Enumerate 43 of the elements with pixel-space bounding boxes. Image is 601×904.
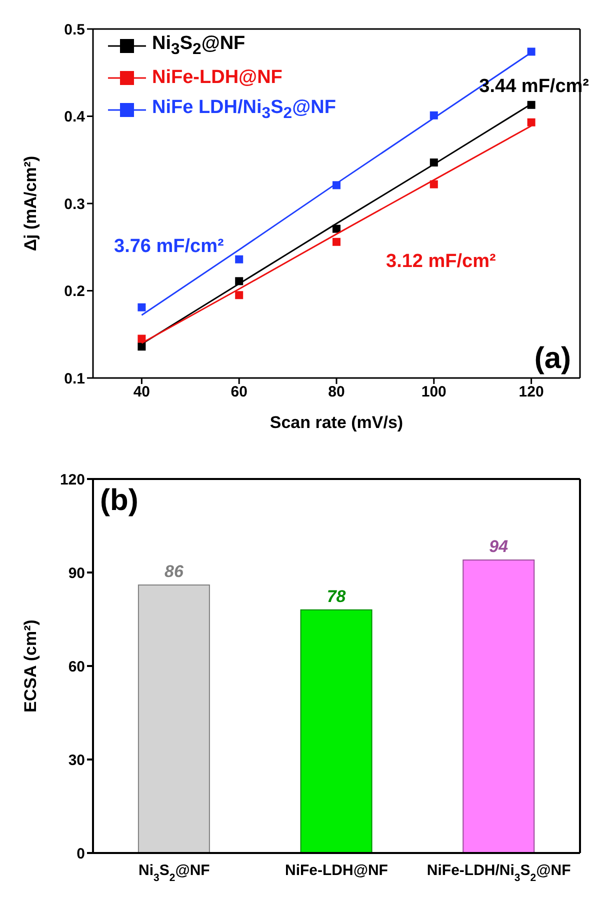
- point: [138, 342, 146, 351]
- y-tick-label: 0: [76, 845, 85, 862]
- x-tick-label: 80: [328, 384, 345, 401]
- point: [430, 180, 438, 188]
- annotation: (b): [100, 484, 138, 518]
- bar: [300, 609, 372, 853]
- point: [332, 238, 340, 246]
- point: [138, 334, 146, 343]
- legend-label: Ni$_{3}$S$_{2}$@NF: [152, 33, 246, 59]
- point: [235, 255, 244, 264]
- y-tick-label: 0.3: [64, 196, 85, 213]
- x-tick-label: 100: [421, 384, 446, 401]
- x-tick-label: 60: [230, 384, 248, 401]
- bar: [462, 560, 535, 853]
- point: [138, 303, 146, 312]
- annotation: 3.76 mF/cm²: [114, 236, 224, 258]
- data-label: 86: [164, 562, 184, 581]
- data-label: 78: [326, 586, 346, 606]
- x-axis-title: Scan rate (mV/s): [270, 413, 404, 432]
- y-tick-label: 120: [60, 471, 85, 488]
- y-axis-title: Δj (mA/cm²): [21, 156, 40, 252]
- x-tick-label: 120: [518, 384, 544, 401]
- point: [527, 100, 536, 109]
- y-tick-label: 30: [68, 752, 85, 769]
- bar: [138, 584, 210, 853]
- x-tick-label: NiFe-LDH@NF: [285, 862, 388, 879]
- y-tick-label: 0.4: [64, 108, 86, 126]
- data-label: 94: [489, 537, 509, 556]
- legend-label: NiFe-LDH@NF: [152, 67, 282, 89]
- point: [235, 291, 244, 300]
- y-tick-label: 0.5: [64, 21, 85, 38]
- y-tick-label: 90: [68, 564, 85, 582]
- y-tick-label: 60: [68, 658, 85, 676]
- annotation: 3.12 mF/cm²: [386, 251, 496, 273]
- x-tick-label: 40: [133, 384, 150, 401]
- y-tick-label: 0.2: [64, 283, 85, 300]
- y-axis-title: ECSA (cm²): [21, 620, 40, 712]
- point: [527, 118, 536, 126]
- legend-label: NiFe LDH/Ni$_{3}$S$_{2}$@NF: [152, 97, 336, 123]
- x-tick-label: Ni$_{3}$S$_{2}$@NF: [138, 862, 210, 884]
- annotation: (a): [534, 342, 571, 376]
- x-tick-label: NiFe-LDH/Ni$_{3}$S$_{2}$@NF: [426, 862, 571, 884]
- y-tick-label: 0.1: [64, 370, 85, 388]
